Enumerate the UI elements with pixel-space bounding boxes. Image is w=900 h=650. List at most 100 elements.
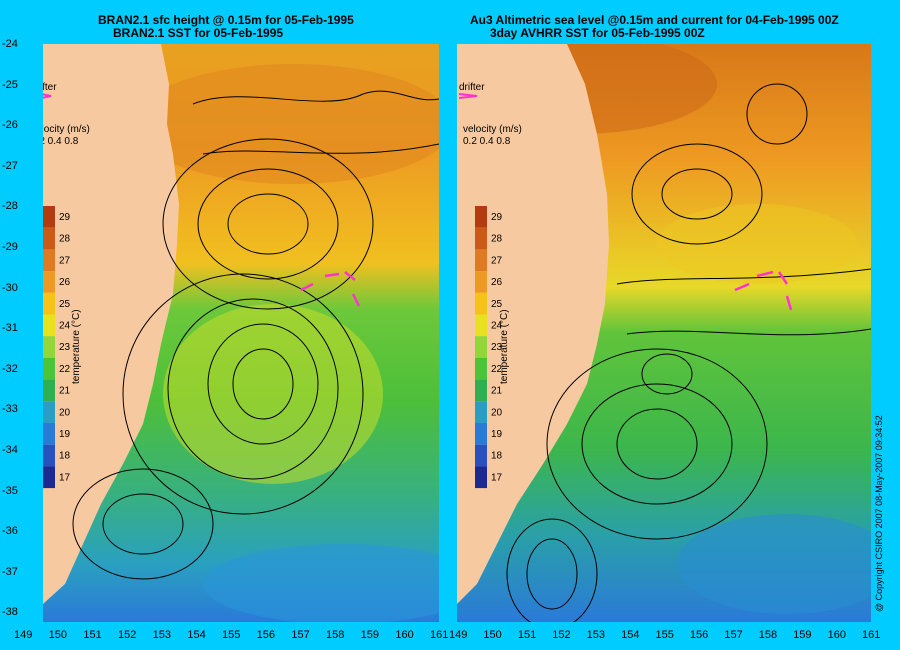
colorbar-tick-label: 29 — [491, 212, 503, 223]
colorbar-swatch — [43, 292, 55, 315]
colorbar-tick-label: 26 — [491, 277, 503, 288]
colorbar-swatch — [475, 466, 487, 489]
colorbar-tick-label: 18 — [59, 451, 71, 462]
lat-tick: -25 — [2, 78, 18, 91]
colorbar-tick-label: 24 — [491, 321, 503, 332]
left-title-line1: BRAN2.1 sfc height @ 0.15m for 05-Feb-19… — [98, 13, 354, 27]
lon-tick: 158 — [326, 629, 345, 641]
lon-tick: 149 — [14, 629, 33, 641]
lat-tick: -24 — [2, 38, 18, 50]
colorbar-tick-label: 28 — [491, 234, 503, 245]
left-map-panel: drifter velocity (m/s) 0.2 0.4 0.8 29282… — [43, 44, 439, 622]
colorbar-tick-label: 20 — [491, 407, 503, 418]
lon-tick: 160 — [395, 629, 414, 641]
colorbar-tick-label: 27 — [491, 255, 503, 266]
coastline-land — [43, 44, 179, 604]
colorbar-swatch — [43, 336, 55, 358]
lat-tick: -33 — [2, 403, 18, 416]
colorbar-swatch — [475, 206, 487, 228]
colorbar-tick-label: 20 — [59, 407, 71, 418]
lat-tick: -38 — [2, 606, 18, 619]
height-contours — [72, 90, 439, 580]
velocity-legend-label-right: velocity (m/s) — [463, 124, 522, 135]
colorbar-swatch — [43, 423, 55, 445]
colorbar-tick-label: 19 — [59, 429, 71, 440]
colorbar-tick-label: 25 — [59, 299, 71, 310]
colorbar-swatch — [475, 249, 487, 272]
lon-tick: 156 — [689, 629, 709, 641]
colorbar-swatch — [475, 271, 487, 293]
lat-tick: -37 — [2, 565, 18, 578]
colorbar-swatch — [43, 271, 55, 293]
coastline-land-right — [457, 44, 609, 604]
drifter-legend-icon-right — [458, 93, 478, 99]
lon-tick: 152 — [118, 629, 137, 641]
lon-tick: 159 — [360, 629, 380, 641]
lat-tick: -31 — [2, 322, 18, 335]
colorbar-swatch — [475, 336, 487, 358]
colorbar-swatch — [475, 401, 487, 423]
colorbar-tick-label: 19 — [491, 429, 503, 440]
lon-tick: 149 — [449, 629, 468, 641]
left-title-line2: BRAN2.1 SST for 05-Feb-1995 — [113, 26, 284, 40]
lon-tick: 153 — [152, 629, 172, 641]
colorbar-tick-label: 23 — [491, 342, 503, 353]
colorbar-tick-label: 24 — [59, 321, 71, 332]
lon-tick: 151 — [517, 629, 537, 641]
colorbar-label-right: temperature (°C) — [499, 309, 510, 384]
lat-tick: -34 — [2, 444, 18, 456]
lon-tick: 157 — [291, 629, 310, 641]
lon-tick: 155 — [222, 629, 241, 641]
colorbar-tick-label: 22 — [59, 364, 71, 375]
colorbar-swatch — [43, 227, 55, 250]
right-title-line2: 3day AVHRR SST for 05-Feb-1995 00Z — [490, 26, 705, 40]
lat-tick: -26 — [2, 119, 18, 132]
colorbar-right: 29 28 27 26 25 24 23 22 21 20 19 18 17 — [475, 206, 503, 489]
colorbar-tick-label: 17 — [59, 472, 71, 483]
drifter-legend-icon — [43, 93, 52, 99]
lon-tick: 161 — [862, 629, 881, 641]
colorbar-swatch — [43, 466, 55, 489]
colorbar-tick-label: 26 — [59, 277, 71, 288]
colorbar-swatch — [43, 314, 55, 337]
colorbar-swatch — [475, 379, 487, 402]
lon-tick: 150 — [48, 629, 68, 641]
colorbar-swatch — [43, 379, 55, 402]
colorbar-swatch — [475, 314, 487, 337]
colorbar-swatch — [475, 292, 487, 315]
colorbar-swatch — [475, 444, 487, 467]
lon-tick: 154 — [187, 629, 206, 641]
velocity-legend-label: velocity (m/s) — [43, 124, 90, 135]
colorbar-swatch — [43, 444, 55, 467]
lon-tick: 158 — [758, 629, 778, 641]
colorbar-swatch — [475, 357, 487, 380]
colorbar-swatch — [43, 401, 55, 423]
colorbar-swatch — [43, 357, 55, 380]
colorbar-tick-label: 21 — [491, 386, 503, 397]
colorbar-tick-label: 17 — [491, 472, 503, 483]
colorbar-tick-label: 25 — [491, 299, 503, 310]
lon-tick: 161 — [430, 629, 449, 641]
lon-tick: 152 — [552, 629, 571, 641]
drifter-legend-label: drifter — [43, 82, 57, 93]
lat-tick: -35 — [2, 484, 18, 497]
lon-tick: 150 — [483, 629, 502, 641]
lon-tick: 159 — [793, 629, 812, 641]
lon-tick: 153 — [586, 629, 606, 641]
copyright-notice: @ Copyright CSIRO 2007 08-May-2007 09:34… — [874, 415, 884, 612]
drifter-track-right — [734, 270, 793, 311]
colorbar-tick-label: 27 — [59, 255, 71, 266]
right-title-line1: Au3 Altimetric sea level @0.15m and curr… — [470, 13, 839, 27]
velocity-legend-scale-right: 0.2 0.4 0.8 — [463, 136, 511, 147]
lat-tick: -27 — [2, 159, 18, 172]
drifter-track — [300, 271, 361, 307]
colorbar-swatch — [43, 249, 55, 272]
lon-tick: 160 — [827, 629, 846, 641]
colorbar-swatch — [43, 206, 55, 228]
lon-tick: 157 — [724, 629, 743, 641]
lat-tick: -29 — [2, 241, 18, 253]
lon-tick: 154 — [621, 629, 640, 641]
lat-tick: -30 — [2, 281, 18, 294]
colorbar-tick-label: 23 — [59, 342, 71, 353]
colorbar-tick-label: 18 — [491, 451, 503, 462]
